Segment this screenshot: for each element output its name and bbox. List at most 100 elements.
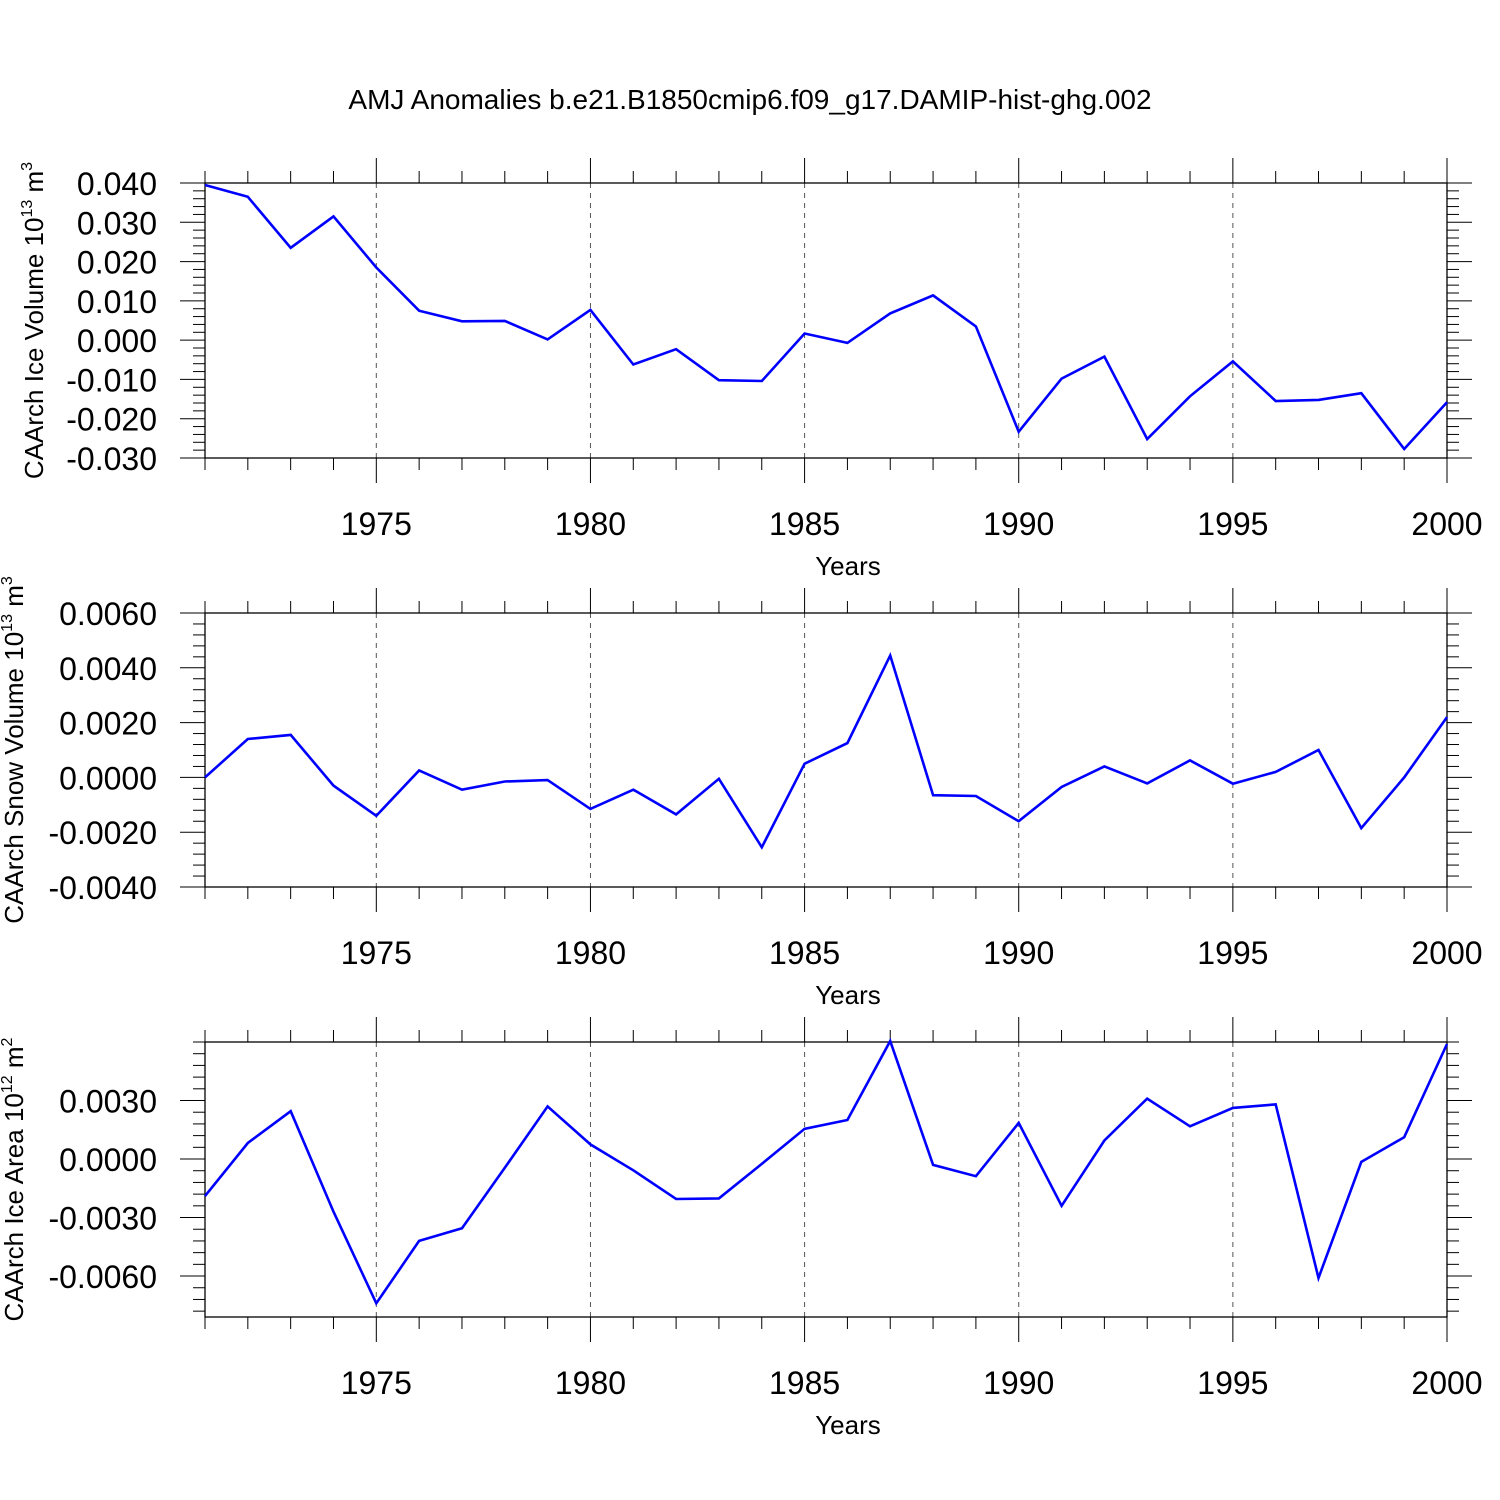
y-tick-label: 0.030: [77, 205, 157, 241]
data-point: [374, 814, 378, 818]
data-point: [203, 183, 207, 187]
y-tick-label: 0.010: [77, 284, 157, 320]
data-point: [845, 741, 849, 745]
data-point: [931, 793, 935, 797]
data-point: [803, 1127, 807, 1131]
x-tick-label: 1980: [555, 935, 626, 971]
x-tick-label: 1990: [983, 506, 1054, 542]
y-axis-label: CAArch Ice Area 1012 m2: [0, 1037, 29, 1321]
data-point: [246, 737, 250, 741]
data-point: [1060, 377, 1064, 381]
data-point: [1274, 399, 1278, 403]
y-tick-label: 0.0000: [59, 1142, 157, 1178]
data-point: [631, 1168, 635, 1172]
data-point: [503, 319, 507, 323]
data-point: [888, 311, 892, 315]
series-line: [204, 651, 1449, 850]
y-tick-label: 0.0000: [59, 760, 157, 796]
data-point: [1231, 782, 1235, 786]
y-axis-label-text: CAArch Ice Volume 10: [19, 218, 49, 480]
y-axis-label-text: CAArch Snow Volume 10: [0, 632, 29, 924]
data-point: [1231, 359, 1235, 363]
data-point: [1402, 1135, 1406, 1139]
data-point: [1145, 781, 1149, 785]
data-point: [1102, 1138, 1106, 1142]
data-point: [374, 265, 378, 269]
data-point: [417, 309, 421, 313]
y-axis-label: CAArch Snow Volume 1013 m3: [0, 576, 29, 924]
data-point: [674, 1197, 678, 1201]
x-tick-label: 1975: [341, 935, 412, 971]
data-point: [760, 845, 764, 849]
data-point: [289, 246, 293, 250]
y-tick-label: 0.0020: [59, 706, 157, 742]
x-tick-label: 1990: [983, 1365, 1054, 1401]
data-point: [1017, 430, 1021, 434]
y-tick-label: 0.0040: [59, 651, 157, 687]
data-point: [1359, 826, 1363, 830]
data-point: [974, 794, 978, 798]
y-axis-label-exponent: 13: [0, 614, 16, 632]
data-point: [374, 1301, 378, 1305]
data-point: [1231, 1106, 1235, 1110]
x-axis-label: Years: [815, 1410, 881, 1440]
x-tick-label: 1985: [769, 935, 840, 971]
x-tick-label: 1975: [341, 1365, 412, 1401]
data-point: [803, 331, 807, 335]
data-point: [974, 1174, 978, 1178]
data-point: [931, 293, 935, 297]
data-point: [503, 1166, 507, 1170]
data-point: [546, 1104, 550, 1108]
data-point: [246, 1141, 250, 1145]
x-tick-label: 1995: [1197, 1365, 1268, 1401]
data-point: [1102, 355, 1106, 359]
data-point: [717, 777, 721, 781]
data-point: [931, 1163, 935, 1167]
data-point: [1017, 1121, 1021, 1125]
y-axis-label-unit-exponent: 2: [0, 1037, 16, 1046]
x-tick-label: 2000: [1411, 935, 1482, 971]
x-tick-label: 1975: [341, 506, 412, 542]
data-point: [1445, 400, 1449, 404]
data-point: [1402, 775, 1406, 779]
y-axis-label-unit-exponent: 3: [19, 162, 36, 171]
plot-frame: [204, 1041, 1448, 1318]
y-tick-label: -0.010: [66, 362, 157, 398]
data-point: [888, 1039, 892, 1043]
figure-title: AMJ Anomalies b.e21.B1850cmip6.f09_g17.D…: [348, 84, 1152, 115]
y-tick-label: 0.000: [77, 323, 157, 359]
data-point: [417, 1239, 421, 1243]
data-point: [1145, 1097, 1149, 1101]
y-tick-label: -0.0020: [48, 815, 157, 851]
y-tick-label: -0.0030: [48, 1201, 157, 1237]
data-point: [588, 807, 592, 811]
data-point: [845, 1118, 849, 1122]
x-tick-label: 1980: [555, 506, 626, 542]
data-point: [1359, 1160, 1363, 1164]
y-tick-label: 0.020: [77, 245, 157, 281]
data-point: [1060, 1204, 1064, 1208]
data-point: [460, 1226, 464, 1230]
plot-frame: [204, 612, 1448, 888]
data-point: [1274, 1102, 1278, 1106]
y-axis-label-unit: m: [0, 585, 29, 614]
y-axis-label-unit: m: [0, 1046, 29, 1075]
data-point: [1060, 785, 1064, 789]
chart-panel-3: 1975 1980 1985 1990 1995 2000 0.0030 0.0000 -0.0…: [0, 1017, 1483, 1440]
chart-panel-2: 1975 1980 1985 1990 1995 2000 0.0060 0.0040 0.00…: [0, 576, 1483, 1010]
data-point: [1317, 1276, 1321, 1280]
data-point: [803, 762, 807, 766]
data-point: [331, 1210, 335, 1214]
y-tick-label: 0.040: [77, 166, 157, 202]
data-point: [1188, 394, 1192, 398]
y-axis-label-unit: m: [19, 171, 49, 200]
y-tick-label: -0.020: [66, 402, 157, 438]
data-point: [503, 780, 507, 784]
data-point: [460, 788, 464, 792]
y-axis-label-text: CAArch Ice Area 10: [0, 1093, 29, 1321]
data-point: [717, 1196, 721, 1200]
x-tick-label: 1985: [769, 506, 840, 542]
y-tick-label: 0.0060: [59, 596, 157, 632]
